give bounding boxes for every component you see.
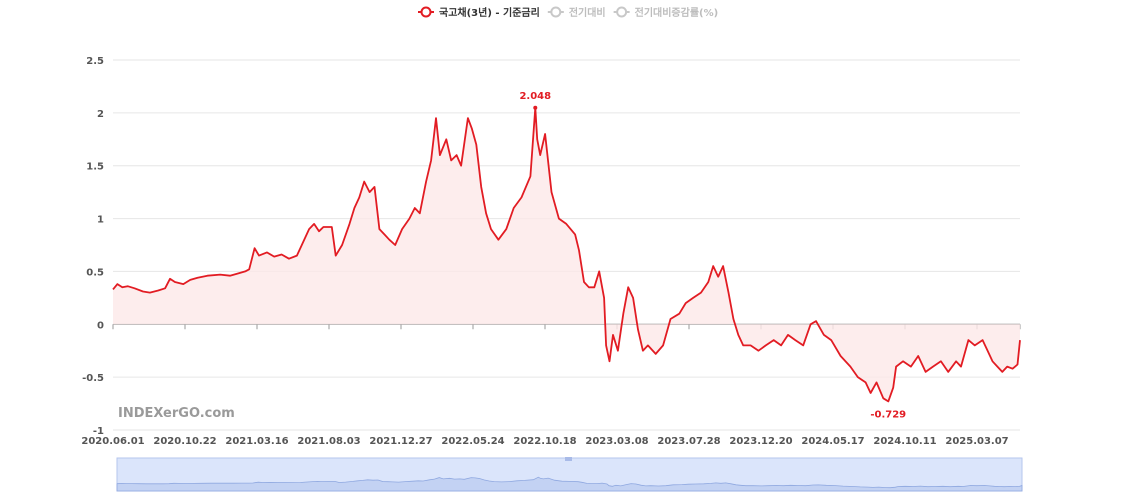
x-tick-label: 2024.05.17 [801,436,864,447]
plot-area: 2.048 -0.729 [112,91,1021,420]
legend-marker [616,6,628,18]
series-area [113,107,1020,402]
legend-item-2[interactable]: 전기대비증감률(%) [613,6,719,19]
series-line [112,106,1021,403]
y-tick-label: -1 [93,426,104,437]
x-tick-label: 2023.03.08 [585,436,648,447]
legend: 국고채(3년) - 기준금리 전기대비 전기대비증감률(%) [418,6,718,19]
x-tick-label: 2021.03.16 [225,436,288,447]
x-tick-label: 2020.10.22 [153,436,216,447]
slider-preview [116,476,1023,492]
x-tick-label: 2023.07.28 [657,436,720,447]
x-tick-label: 2020.06.01 [81,436,144,447]
max-point [533,105,538,110]
y-tick-label: 1 [97,215,104,226]
x-axis: 2020.06.01 2020.10.22 2021.03.16 2021.08.03… [81,323,1021,447]
legend-item-0[interactable]: 국고채(3년) - 기준금리 [418,6,540,19]
x-tick-label: 2021.08.03 [297,436,360,447]
x-tick-label: 2022.05.24 [441,436,504,447]
x-tick-label: 2021.12.27 [369,436,432,447]
y-tick-label: 0 [97,320,104,331]
legend-label: 전기대비 [569,6,606,19]
legend-item-1[interactable]: 전기대비 [547,6,606,19]
legend-marker [550,6,562,18]
slider-handle-grip-icon[interactable] [565,457,572,461]
min-label: -0.729 [870,409,906,420]
legend-label: 전기대비증감률(%) [635,6,719,19]
y-tick-label: 2.5 [86,56,104,67]
x-tick-label: 2025.03.07 [945,436,1008,447]
y-axis: 2.5 2 1.5 1 0.5 0 -0.5 -1 [82,56,104,437]
y-tick-label: 0.5 [86,267,104,278]
y-tick-label: 1.5 [86,162,104,173]
x-tick-label: 2024.10.11 [873,436,936,447]
legend-label: 국고채(3년) - 기준금리 [439,6,540,19]
x-tick-label: 2023.12.20 [729,436,792,447]
y-tick-label: 2 [97,109,104,120]
watermark: INDEXerGO.com [118,406,235,421]
legend-marker [420,6,432,18]
max-label: 2.048 [519,91,551,102]
y-tick-label: -0.5 [82,373,104,384]
x-tick-label: 2022.10.18 [513,436,576,447]
data-zoom-slider[interactable] [116,457,1023,492]
